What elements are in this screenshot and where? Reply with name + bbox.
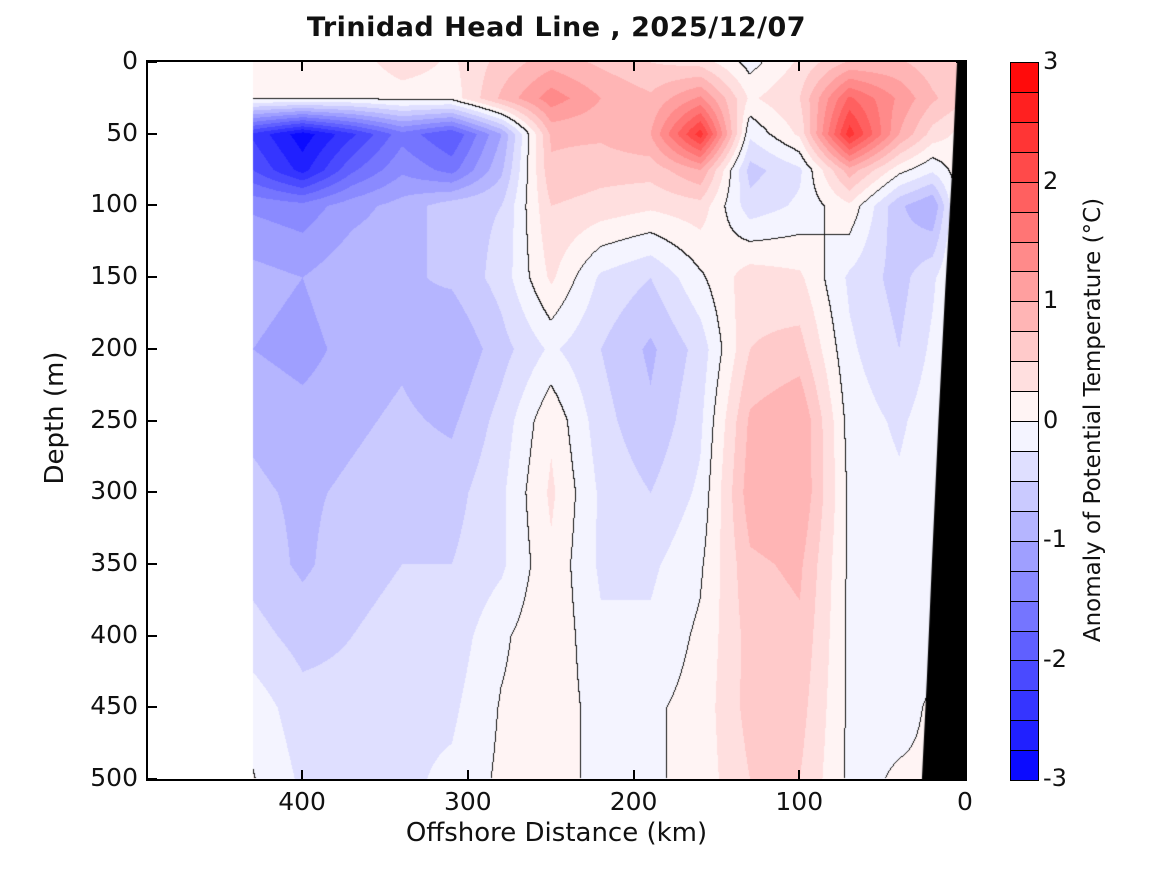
colorbar-cell: [1011, 63, 1038, 92]
y-tick-label: 200: [90, 332, 138, 362]
colorbar-cell: [1011, 720, 1038, 751]
y-tick-mark: [148, 61, 157, 63]
x-tick-label: 200: [609, 787, 658, 816]
y-tick-mark: [148, 778, 157, 780]
x-tick-mark-top: [301, 62, 304, 71]
y-tick-mark-right: [956, 61, 965, 63]
y-tick-mark-right: [956, 204, 965, 207]
chart-title: Trinidad Head Line , 2025/12/07: [306, 12, 807, 43]
y-tick-mark-right: [956, 706, 965, 709]
x-tick-mark: [964, 770, 966, 779]
y-tick-mark: [148, 419, 157, 422]
colorbar-tick-label: 0: [1043, 405, 1059, 434]
colorbar-tick-label: 1: [1043, 286, 1059, 314]
x-tick-mark-top: [798, 62, 801, 71]
y-tick-label: 350: [90, 547, 138, 577]
colorbar-cell: [1011, 391, 1038, 422]
colorbar-cell: [1011, 301, 1038, 332]
y-tick-mark: [148, 634, 157, 637]
colorbar-cell: [1011, 480, 1038, 511]
x-tick-mark-top: [632, 62, 635, 71]
y-tick-mark: [148, 347, 157, 350]
colorbar-cell: [1011, 421, 1038, 451]
colorbar-cell: [1011, 91, 1038, 122]
y-tick-label: 250: [90, 404, 138, 434]
x-tick-label: 100: [775, 787, 824, 816]
colorbar-cell: [1011, 750, 1038, 781]
colorbar-cell: [1011, 510, 1038, 541]
x-tick-label: 300: [443, 787, 492, 816]
colorbar-cell: [1011, 630, 1038, 661]
y-tick-label: 0: [122, 46, 138, 75]
y-tick-mark-right: [956, 562, 965, 565]
y-tick-mark-right: [956, 276, 965, 279]
colorbar-cell: [1011, 600, 1038, 631]
colorbar-cell: [1011, 570, 1038, 601]
y-tick-mark: [148, 132, 157, 135]
y-tick-mark-right: [956, 347, 965, 350]
colorbar-tick-label: 2: [1043, 166, 1059, 195]
x-tick-mark-top: [466, 62, 469, 71]
x-tick-mark: [632, 770, 635, 779]
y-tick-mark-right: [956, 132, 965, 135]
colorbar-cell: [1011, 241, 1038, 272]
y-tick-label: 100: [90, 189, 138, 219]
colorbar-cell: [1011, 690, 1038, 721]
y-tick-label: 50: [106, 117, 138, 147]
colorbar-cell: [1011, 361, 1038, 392]
colorbar-cell: [1011, 121, 1038, 152]
x-tick-mark: [466, 770, 469, 779]
plot-area: [146, 60, 967, 781]
y-tick-mark: [148, 204, 157, 207]
colorbar-cell: [1011, 450, 1038, 481]
y-tick-mark-right: [956, 778, 965, 780]
y-tick-mark: [148, 276, 157, 279]
y-tick-label: 150: [90, 261, 138, 291]
x-tick-mark-top: [964, 62, 966, 71]
colorbar-tick-label: -1: [1043, 525, 1067, 553]
colorbar-tick-label: 3: [1043, 47, 1059, 75]
y-tick-mark-right: [956, 419, 965, 422]
x-tick-label: 400: [278, 787, 326, 816]
y-tick-label: 450: [90, 691, 138, 721]
x-tick-mark: [798, 770, 801, 779]
colorbar-cell: [1011, 211, 1038, 242]
colorbar-cell: [1011, 540, 1038, 571]
y-tick-mark: [148, 491, 157, 494]
colorbar-cell: [1011, 151, 1038, 182]
x-tick-mark: [301, 770, 304, 779]
x-tick-label: 0: [957, 787, 973, 816]
colorbar-cell: [1011, 181, 1038, 212]
y-tick-mark: [148, 562, 157, 565]
colorbar-tick-label: -3: [1043, 764, 1067, 792]
heatmap-canvas: [148, 62, 965, 779]
colorbar-cell: [1011, 331, 1038, 362]
y-tick-label: 400: [90, 619, 138, 649]
y-tick-label: 300: [90, 476, 138, 506]
y-tick-mark: [148, 706, 157, 709]
colorbar-tick-label: -2: [1043, 644, 1067, 673]
colorbar: [1010, 62, 1039, 781]
y-tick-mark-right: [956, 491, 965, 494]
x-axis-label: Offshore Distance (km): [405, 818, 708, 848]
colorbar-cell: [1011, 271, 1038, 302]
y-tick-label: 500: [90, 763, 138, 792]
colorbar-cell: [1011, 660, 1038, 691]
y-tick-mark-right: [956, 634, 965, 637]
